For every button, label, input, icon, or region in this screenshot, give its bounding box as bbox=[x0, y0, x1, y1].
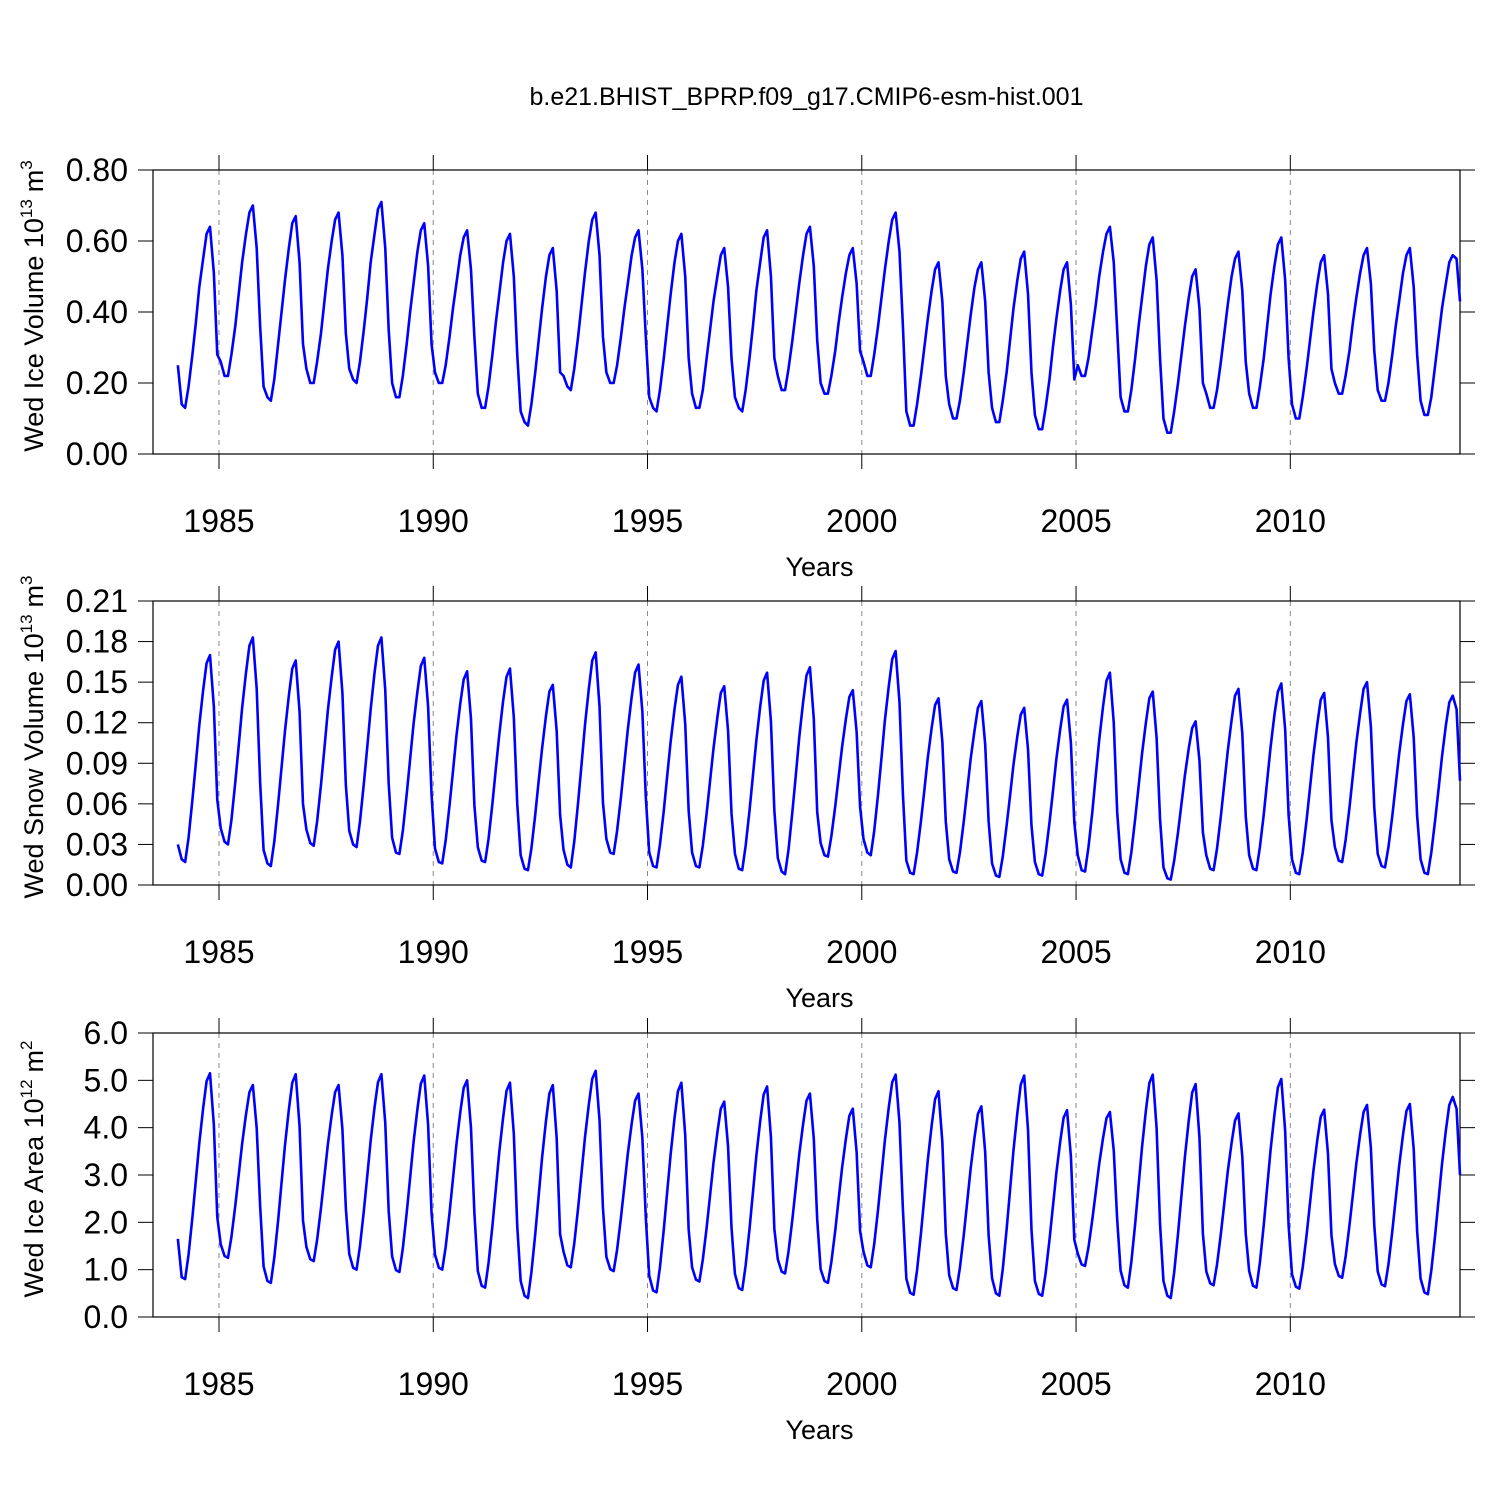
x-tick-label: 1990 bbox=[398, 503, 469, 539]
y-label-exponent: 13 bbox=[17, 614, 36, 633]
y-label-exponent: 12 bbox=[17, 1079, 36, 1098]
x-tick-label: 1990 bbox=[398, 934, 469, 970]
x-tick-label: 1985 bbox=[183, 934, 254, 970]
plot-frame bbox=[152, 600, 1461, 886]
y-tick-label: 0.06 bbox=[66, 786, 128, 822]
x-tick-label: 2000 bbox=[826, 934, 897, 970]
y-tick-label: 5.0 bbox=[84, 1062, 128, 1098]
x-axis-label: Years bbox=[785, 983, 853, 1013]
plot-frame bbox=[152, 1032, 1461, 1318]
data-line bbox=[176, 200, 1462, 434]
x-tick-label: 2005 bbox=[1040, 934, 1111, 970]
y-label-unit: m bbox=[19, 585, 49, 608]
x-tick-label: 2010 bbox=[1255, 934, 1326, 970]
y-label-unit: m bbox=[19, 170, 49, 193]
y-tick-label: 4.0 bbox=[84, 1110, 128, 1146]
y-tick-label: 0.21 bbox=[66, 583, 128, 619]
y-axis-label: Wed Ice Area 1012 m2 bbox=[17, 1040, 49, 1297]
x-tick-label: 2000 bbox=[826, 1366, 897, 1402]
chart-title: b.e21.BHIST_BPRP.f09_g17.CMIP6-esm-hist.… bbox=[530, 83, 1084, 111]
x-tick-label: 1985 bbox=[183, 503, 254, 539]
y-tick-label: 0.40 bbox=[66, 294, 128, 330]
y-tick-label: 6.0 bbox=[84, 1015, 128, 1051]
x-tick-label: 1995 bbox=[612, 1366, 683, 1402]
y-tick-label: 0.80 bbox=[66, 152, 128, 188]
data-line bbox=[176, 636, 1462, 881]
x-tick-label: 2005 bbox=[1040, 1366, 1111, 1402]
y-tick-label: 1.0 bbox=[84, 1252, 128, 1288]
x-tick-label: 2010 bbox=[1255, 1366, 1326, 1402]
y-tick-label: 0.15 bbox=[66, 664, 128, 700]
y-tick-label: 0.60 bbox=[66, 223, 128, 259]
y-axis-label: Wed Ice Volume 1013 m3 bbox=[17, 160, 49, 452]
plot-frame bbox=[152, 169, 1461, 455]
y-axis-label: Wed Snow Volume 1013 m3 bbox=[17, 575, 49, 898]
y-label-text: Wed Ice Volume 10 bbox=[19, 218, 49, 452]
y-tick-label: 3.0 bbox=[84, 1157, 128, 1193]
y-tick-label: 0.00 bbox=[66, 436, 128, 472]
y-tick-label: 0.20 bbox=[66, 365, 128, 401]
x-tick-label: 1995 bbox=[612, 503, 683, 539]
y-label-unit-exponent: 3 bbox=[17, 160, 36, 169]
x-axis-label: Years bbox=[785, 552, 853, 582]
x-tick-label: 1990 bbox=[398, 1366, 469, 1402]
y-tick-label: 0.18 bbox=[66, 624, 128, 660]
x-tick-label: 2000 bbox=[826, 503, 897, 539]
x-tick-label: 2005 bbox=[1040, 503, 1111, 539]
y-label-unit-exponent: 3 bbox=[17, 575, 36, 584]
y-tick-label: 0.03 bbox=[66, 826, 128, 862]
x-tick-label: 1985 bbox=[183, 1366, 254, 1402]
y-tick-label: 0.00 bbox=[66, 867, 128, 903]
y-tick-label: 0.12 bbox=[66, 705, 128, 741]
x-tick-label: 1995 bbox=[612, 934, 683, 970]
y-label-text: Wed Snow Volume 10 bbox=[19, 633, 49, 898]
y-label-unit: m bbox=[19, 1050, 49, 1073]
x-tick-label: 2010 bbox=[1255, 503, 1326, 539]
x-axis-label: Years bbox=[785, 1415, 853, 1445]
y-label-exponent: 13 bbox=[17, 199, 36, 218]
y-tick-label: 0.09 bbox=[66, 745, 128, 781]
y-tick-label: 0.0 bbox=[84, 1299, 128, 1335]
y-label-unit-exponent: 2 bbox=[17, 1040, 36, 1049]
y-tick-label: 2.0 bbox=[84, 1204, 128, 1240]
y-label-text: Wed Ice Area 10 bbox=[19, 1098, 49, 1297]
data-line bbox=[176, 1069, 1462, 1300]
